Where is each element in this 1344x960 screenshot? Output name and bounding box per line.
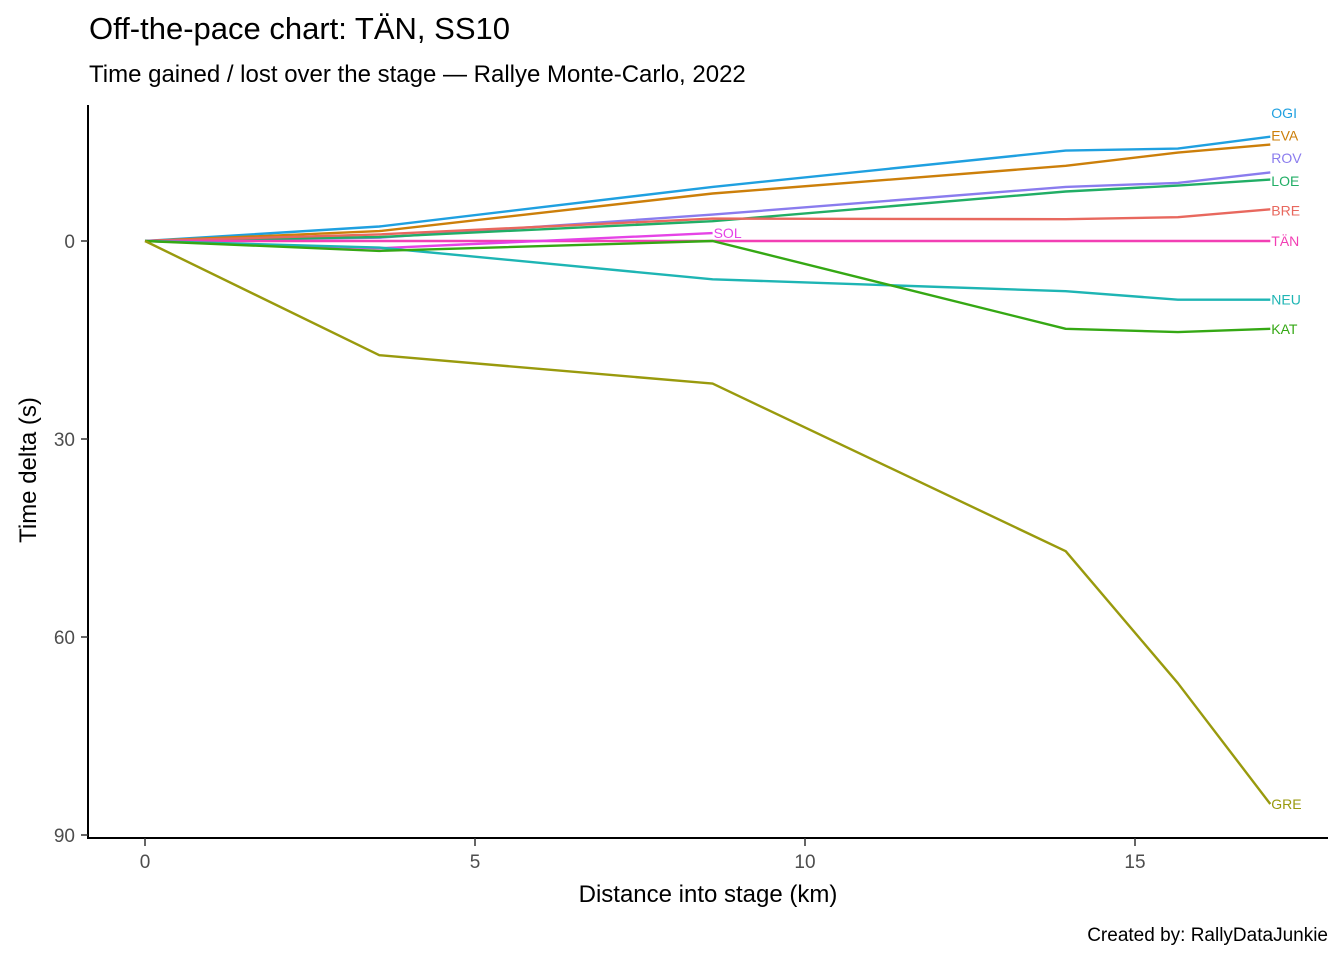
y-tick-label-60: 60 (54, 628, 75, 649)
series-end-labels: OGI EVA ROV LOE BRE TÄN SOL NEU KAT GRE (714, 105, 1303, 812)
series-line-neu (144, 239, 1271, 301)
series-label-tän: TÄN (1271, 233, 1299, 249)
series-line-loe (144, 178, 1271, 243)
series-label-bre: BRE (1271, 203, 1300, 219)
axis-ticks: 0 5 10 15 0 30 60 90 (54, 232, 1146, 873)
series-lines (144, 135, 1272, 805)
y-axis-label: Time delta (s) (15, 397, 42, 543)
chart-subtitle: Time gained / lost over the stage — Rall… (89, 61, 746, 88)
series-label-rov: ROV (1271, 150, 1302, 166)
series-label-kat: KAT (1271, 321, 1298, 337)
chart-title: Off-the-pace chart: TÄN, SS10 (89, 11, 510, 46)
series-line-gre (144, 239, 1272, 805)
x-tick-label-15: 15 (1124, 852, 1145, 873)
x-axis-label: Distance into stage (km) (579, 881, 838, 908)
series-label-gre: GRE (1271, 796, 1301, 812)
y-tick-label-90: 90 (54, 826, 75, 847)
y-tick-label-30: 30 (54, 430, 75, 451)
series-line-eva (144, 143, 1271, 243)
x-tick-label-0: 0 (140, 852, 151, 873)
x-tick-label-10: 10 (794, 852, 815, 873)
series-label-neu: NEU (1271, 292, 1301, 308)
series-label-eva: EVA (1271, 127, 1299, 143)
caption: Created by: RallyDataJunkie (1087, 925, 1328, 946)
series-label-loe: LOE (1271, 173, 1299, 189)
series-label-sol: SOL (714, 225, 742, 241)
x-tick-label-5: 5 (470, 852, 481, 873)
series-line-ogi (144, 135, 1271, 243)
series-line-bre (144, 208, 1271, 243)
y-tick-label-0: 0 (64, 232, 75, 253)
series-label-ogi: OGI (1271, 105, 1297, 121)
series-line-kat (144, 239, 1271, 334)
